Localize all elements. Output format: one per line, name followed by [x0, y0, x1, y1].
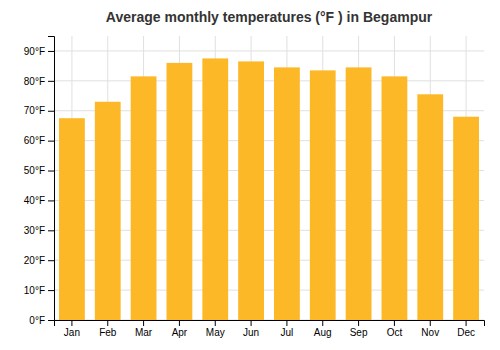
x-axis: Jan Feb Mar Apr May Jun Jul Aug Sep Oct Nov Dec — [55, 320, 485, 338]
y-tick: 90°F — [24, 46, 54, 57]
x-tick-label: Mar — [135, 327, 153, 338]
x-tick: Mar — [135, 320, 153, 338]
y-tick-mark — [48, 81, 54, 82]
y-tick-label: 10°F — [24, 285, 45, 296]
x-tick-mark — [215, 320, 216, 326]
chart-container: Jan Feb Mar Apr May Jun Jul Aug Sep Oct Nov Dec 0°F 1… — [0, 0, 500, 350]
y-tick-label: 60°F — [24, 135, 45, 146]
x-tick: Aug — [314, 320, 332, 338]
y-tick-label: 80°F — [24, 76, 45, 87]
bars — [59, 58, 479, 320]
bar — [238, 61, 264, 320]
x-tick: Oct — [387, 320, 403, 338]
y-tick-mark — [48, 141, 54, 142]
y-tick-mark — [48, 200, 54, 201]
y-tick-mark — [48, 230, 54, 231]
y-tick-label: 30°F — [24, 225, 45, 236]
x-tick: Sep — [350, 320, 368, 338]
x-tick: Feb — [99, 320, 117, 338]
x-tick-mark — [466, 320, 467, 326]
x-tick-label: Dec — [457, 327, 475, 338]
x-tick: Nov — [421, 320, 439, 338]
bar — [131, 76, 157, 320]
x-tick-mark — [179, 320, 180, 326]
x-tick: May — [206, 320, 225, 338]
x-tick-mark — [251, 320, 252, 326]
grid — [54, 36, 484, 320]
chart-title: Average monthly temperatures (°F ) in Be… — [106, 9, 433, 25]
x-tick: Dec — [457, 320, 475, 338]
bar — [274, 67, 300, 320]
x-tick-label: Apr — [172, 327, 188, 338]
y-tick-mark — [48, 51, 54, 52]
x-tick: Jun — [243, 320, 259, 338]
x-tick: Jul — [281, 320, 294, 338]
x-tick-mark — [143, 320, 144, 326]
x-tick: Jan — [64, 320, 80, 338]
x-tick-mark — [71, 320, 72, 326]
bar — [346, 67, 372, 320]
x-tick-mark — [358, 320, 359, 326]
plot-area: Jan Feb Mar Apr May Jun Jul Aug Sep Oct Nov Dec 0°F 1… — [24, 36, 485, 338]
bar — [382, 76, 408, 320]
y-tick-label: 50°F — [24, 165, 45, 176]
x-tick-label: Nov — [421, 327, 439, 338]
x-tick-label: Feb — [99, 327, 117, 338]
x-tick-mark — [322, 320, 323, 326]
y-tick-label: 20°F — [24, 255, 45, 266]
x-tick-label: Jan — [64, 327, 80, 338]
y-tick: 50°F — [24, 165, 54, 176]
bar — [167, 63, 193, 320]
x-axis-line — [55, 321, 485, 327]
y-tick-label: 70°F — [24, 105, 45, 116]
y-tick-mark — [48, 260, 54, 261]
y-tick: 0°F — [29, 315, 54, 326]
y-grid-line — [54, 80, 484, 81]
x-tick-label: Jun — [243, 327, 259, 338]
y-tick-mark — [48, 171, 54, 172]
y-tick: 70°F — [24, 105, 54, 116]
y-tick-label: 40°F — [24, 195, 45, 206]
y-tick: 40°F — [24, 195, 54, 206]
y-tick: 80°F — [24, 76, 54, 87]
chart-svg: Jan Feb Mar Apr May Jun Jul Aug Sep Oct Nov Dec 0°F 1… — [0, 0, 500, 350]
y-grid-line — [54, 50, 484, 51]
y-axis: 0°F 10°F 20°F 30°F 40°F 50°F 60°F 70°F 80°F 90°F — [24, 37, 55, 326]
x-tick-label: Jul — [281, 327, 294, 338]
y-tick: 20°F — [24, 255, 54, 266]
x-tick-mark — [286, 320, 287, 326]
bar — [95, 102, 121, 320]
y-tick-label: 90°F — [24, 46, 45, 57]
bar — [453, 117, 479, 320]
y-tick-mark — [48, 111, 54, 112]
bar — [417, 94, 443, 320]
x-tick-label: Aug — [314, 327, 332, 338]
y-tick: 10°F — [24, 285, 54, 296]
y-axis-line — [48, 37, 55, 321]
bar — [59, 118, 85, 320]
x-tick-label: Sep — [350, 327, 368, 338]
y-tick-label: 0°F — [29, 315, 45, 326]
bar — [202, 58, 228, 320]
bar — [310, 70, 336, 320]
x-tick-mark — [107, 320, 108, 326]
y-tick-mark — [48, 290, 54, 291]
y-tick: 60°F — [24, 135, 54, 146]
x-tick-mark — [394, 320, 395, 326]
x-tick-mark — [430, 320, 431, 326]
x-tick-label: Oct — [387, 327, 403, 338]
y-tick-mark — [48, 320, 54, 321]
y-tick: 30°F — [24, 225, 54, 236]
x-tick: Apr — [172, 320, 188, 338]
x-tick-label: May — [206, 327, 225, 338]
